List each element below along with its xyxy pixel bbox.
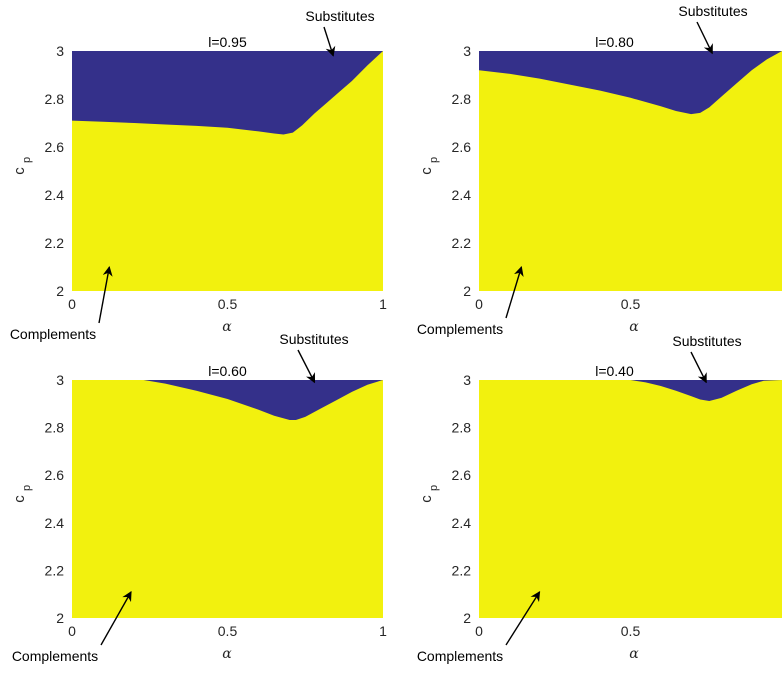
svg-text:c: c: [418, 495, 435, 503]
panel-3: 2 2.2 2.4 2.6 2.8 3 0 0.5 1 l=0.60 α cp: [11, 363, 387, 662]
x-axis-label: α: [629, 319, 639, 335]
y-tick-label: 2.2: [452, 235, 472, 251]
substitutes-annotation: Substitutes: [672, 333, 741, 349]
svg-text:p: p: [21, 485, 33, 491]
y-tick-label: 2: [56, 283, 64, 299]
x-tick-label: 0.5: [621, 296, 641, 312]
panel-title: l=0.60: [208, 363, 247, 379]
y-tick-label: 2.4: [452, 515, 472, 531]
complements-annotation: Complements: [12, 648, 98, 664]
y-tick-label: 2.6: [452, 467, 472, 483]
y-tick-label: 2.2: [45, 235, 65, 251]
x-tick-label: 0: [68, 296, 76, 312]
panel-2: 2 2.2 2.4 2.6 2.8 3 0 0.5 l=0.80 α cp: [418, 34, 782, 335]
svg-text:p: p: [428, 485, 440, 491]
panel-title: l=0.95: [208, 34, 247, 50]
y-tick-label: 2.6: [45, 139, 65, 155]
y-axis-label: cp: [11, 157, 33, 175]
y-tick-label: 3: [56, 43, 64, 59]
svg-text:c: c: [11, 495, 28, 503]
y-tick-label: 2.8: [45, 91, 65, 107]
x-axis-label: α: [629, 646, 639, 662]
y-tick-label: 2: [463, 283, 471, 299]
y-tick-label: 2.6: [452, 139, 472, 155]
panel-4: 2 2.2 2.4 2.6 2.8 3 0 0.5 l=0.40 α cp: [418, 363, 782, 662]
complements-region: [479, 380, 782, 618]
substitutes-region: [143, 380, 383, 420]
substitutes-region: [630, 380, 782, 401]
svg-text:p: p: [21, 157, 33, 163]
y-tick-label: 3: [463, 43, 471, 59]
annotation-arrow: [100, 590, 132, 646]
annotation-arrow: [505, 590, 541, 646]
y-tick-label: 2.2: [45, 562, 65, 578]
y-tick-label: 2.8: [452, 91, 472, 107]
y-tick-label: 2.4: [45, 187, 65, 203]
complements-annotation: Complements: [10, 326, 96, 342]
substitutes-region: [479, 51, 782, 115]
y-tick-label: 2.2: [452, 562, 472, 578]
y-tick-label: 3: [56, 372, 64, 388]
panel-title: l=0.40: [595, 363, 634, 379]
y-tick-label: 2.4: [452, 187, 472, 203]
substitutes-annotation: Substitutes: [678, 3, 747, 19]
annotation-arrow: [297, 349, 316, 384]
annotation-arrow: [323, 26, 336, 57]
annotation-arrow: [696, 21, 713, 55]
x-tick-label: 0: [475, 623, 483, 639]
annotation-arrow: [98, 266, 113, 324]
y-tick-label: 2.8: [452, 420, 472, 436]
annotation-arrow: [690, 351, 707, 384]
y-tick-label: 2.8: [45, 420, 65, 436]
x-tick-label: 0: [68, 623, 76, 639]
complements-annotation: Complements: [417, 321, 503, 337]
y-tick-label: 3: [463, 372, 471, 388]
complements-region: [72, 380, 383, 618]
x-tick-label: 0.5: [621, 623, 641, 639]
x-tick-label: 0.5: [218, 296, 238, 312]
panel-1: 2 2.2 2.4 2.6 2.8 3 0 0.5 1 l=0.95 α cp: [11, 34, 387, 335]
y-axis-label: cp: [418, 485, 440, 503]
panel-title: l=0.80: [595, 34, 634, 50]
x-tick-label: 1: [379, 296, 387, 312]
y-tick-label: 2.4: [45, 515, 65, 531]
y-tick-label: 2.6: [45, 467, 65, 483]
x-tick-label: 0.5: [218, 623, 238, 639]
complements-annotation: Complements: [417, 648, 503, 664]
x-axis-label: α: [222, 646, 232, 662]
substitutes-annotation: Substitutes: [279, 331, 348, 347]
y-tick-label: 2: [56, 610, 64, 626]
svg-text:c: c: [418, 167, 435, 175]
y-axis-label: cp: [11, 485, 33, 503]
x-axis-label: α: [222, 319, 232, 335]
svg-text:p: p: [428, 157, 440, 163]
x-tick-label: 0: [475, 296, 483, 312]
y-tick-label: 2: [463, 610, 471, 626]
substitutes-region: [72, 51, 383, 135]
x-tick-label: 1: [379, 623, 387, 639]
annotation-arrow: [505, 266, 524, 319]
y-axis-label: cp: [418, 157, 440, 175]
substitutes-annotation: Substitutes: [305, 8, 374, 24]
svg-text:c: c: [11, 167, 28, 175]
